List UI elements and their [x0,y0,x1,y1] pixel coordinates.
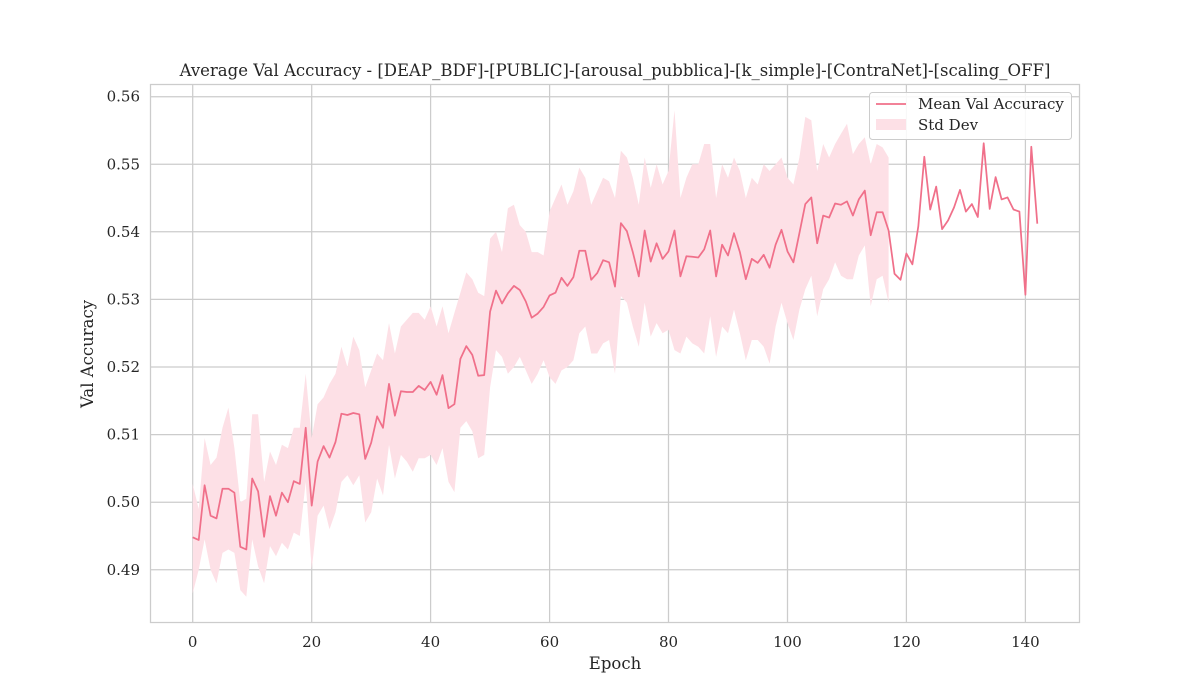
mean-line-layer [192,142,1039,551]
y-tick-label: 0.49 [107,561,140,579]
std-dev-band [192,110,889,597]
x-tick-label: 20 [302,633,321,651]
x-tick-label: 40 [421,633,440,651]
y-tick-label: 0.55 [107,155,140,173]
x-tick-label: 120 [892,633,921,651]
y-tick-label: 0.52 [107,358,140,376]
legend-label-mean: Mean Val Accuracy [918,95,1064,113]
y-tick-label: 0.51 [107,426,140,444]
y-tick-label: 0.54 [107,223,140,241]
x-tick-label: 80 [659,633,678,651]
x-tick-label: 0 [188,633,198,651]
x-tick-labels: 0 20 40 60 80 100 120 140 [188,633,1040,651]
x-tick-label: 140 [1011,633,1040,651]
y-tick-labels: 0.49 0.50 0.51 0.52 0.53 0.54 0.55 0.56 [107,88,140,579]
x-tick-label: 60 [540,633,559,651]
y-axis-label: Val Accuracy [78,299,97,409]
legend-band-swatch [876,119,906,130]
legend-box [869,92,1072,140]
mean-val-accuracy-line [192,142,1039,551]
y-tick-label: 0.53 [107,290,140,308]
std-band-layer [192,110,889,597]
y-tick-label: 0.56 [107,88,140,106]
x-axis-label: Epoch [589,654,642,673]
chart-title: Average Val Accuracy - [DEAP_BDF]-[PUBLI… [179,61,1051,80]
plot-frame [149,83,1081,624]
y-tick-label: 0.50 [107,493,140,511]
legend: Mean Val Accuracy Std Dev [869,92,1072,140]
x-tick-label: 100 [773,633,802,651]
legend-label-std: Std Dev [918,116,979,134]
